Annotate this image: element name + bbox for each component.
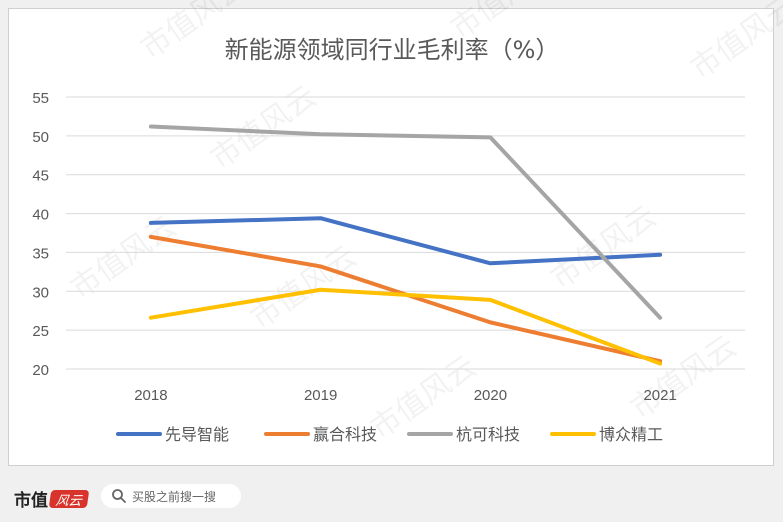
brand-logo[interactable]: 市值 风云 (14, 486, 90, 511)
search-box[interactable]: 买股之前搜一搜 (101, 484, 241, 508)
y-tick-label: 25 (32, 323, 49, 340)
brand-mark: 风云 (48, 489, 90, 508)
legend-label: 赢合科技 (313, 425, 377, 444)
line-chart: 市值风云市值风云市值风云市值风云市值风云市值风云市值风云市值风云市值风云新能源领… (32, 0, 783, 447)
footer-bar: 市值 风云 买股之前搜一搜 (0, 470, 783, 522)
brand-name: 市值 (14, 491, 48, 511)
search-icon (111, 488, 127, 504)
legend-label: 先导智能 (165, 425, 229, 444)
y-tick-label: 35 (32, 245, 49, 262)
x-tick-label: 2018 (134, 387, 167, 404)
series-line (148, 124, 663, 320)
y-tick-label: 40 (32, 207, 49, 224)
legend-label: 杭可科技 (456, 425, 520, 444)
series-line (148, 287, 663, 366)
y-tick-label: 30 (32, 284, 49, 301)
y-tick-label: 45 (32, 168, 49, 185)
chart-title: 新能源领域同行业毛利率（%） (225, 36, 560, 64)
watermark-text: 市值风云 (245, 239, 363, 336)
y-tick-label: 50 (32, 129, 49, 146)
x-tick-label: 2019 (304, 387, 337, 404)
watermark-text: 市值风云 (685, 0, 783, 87)
watermark-text: 市值风云 (625, 329, 743, 426)
legend-label: 博众精工 (599, 425, 663, 444)
x-tick-label: 2021 (643, 387, 676, 404)
series-line (148, 216, 663, 266)
y-tick-label: 20 (32, 362, 49, 379)
search-placeholder: 买股之前搜一搜 (132, 489, 217, 504)
x-tick-label: 2020 (474, 387, 507, 404)
y-tick-label: 55 (32, 90, 49, 107)
